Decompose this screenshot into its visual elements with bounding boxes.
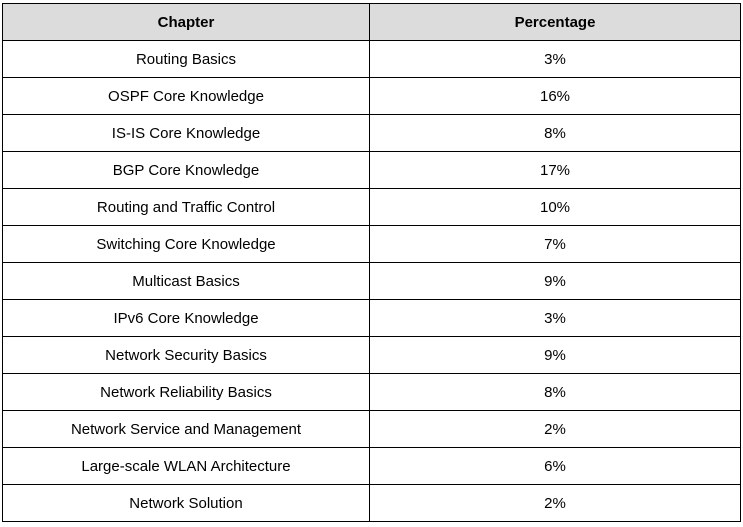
header-row: Chapter Percentage [2,3,741,41]
header-percentage: Percentage [369,3,741,41]
chapter-cell: BGP Core Knowledge [2,151,370,189]
table-header: Chapter Percentage [2,3,741,41]
table-row: IS-IS Core Knowledge 8% [2,114,741,152]
table-row: Network Reliability Basics 8% [2,373,741,411]
table-row: Network Security Basics 9% [2,336,741,374]
chapter-cell: Network Service and Management [2,410,370,448]
chapter-cell: Switching Core Knowledge [2,225,370,263]
percentage-cell: 17% [369,151,741,189]
table-row: Network Service and Management 2% [2,410,741,448]
chapter-cell: Network Reliability Basics [2,373,370,411]
percentage-cell: 6% [369,447,741,485]
table-row: Routing and Traffic Control 10% [2,188,741,226]
chapter-cell: Routing Basics [2,40,370,78]
percentage-cell: 9% [369,262,741,300]
percentage-cell: 3% [369,299,741,337]
table-row: Network Solution 2% [2,484,741,522]
header-chapter: Chapter [2,3,370,41]
chapter-percentage-table: Chapter Percentage Routing Basics 3% OSP… [2,3,741,522]
chapter-cell: OSPF Core Knowledge [2,77,370,115]
percentage-cell: 2% [369,484,741,522]
percentage-cell: 2% [369,410,741,448]
percentage-cell: 10% [369,188,741,226]
percentage-cell: 8% [369,373,741,411]
chapter-cell: Large-scale WLAN Architecture [2,447,370,485]
percentage-cell: 8% [369,114,741,152]
table-row: BGP Core Knowledge 17% [2,151,741,189]
percentage-cell: 3% [369,40,741,78]
chapter-cell: IPv6 Core Knowledge [2,299,370,337]
table-row: Large-scale WLAN Architecture 6% [2,447,741,485]
chapter-cell: Network Security Basics [2,336,370,374]
chapter-cell: IS-IS Core Knowledge [2,114,370,152]
chapter-cell: Network Solution [2,484,370,522]
table-row: Multicast Basics 9% [2,262,741,300]
table-row: Routing Basics 3% [2,40,741,78]
table-body: Routing Basics 3% OSPF Core Knowledge 16… [2,40,741,522]
percentage-cell: 16% [369,77,741,115]
percentage-cell: 7% [369,225,741,263]
chapter-cell: Multicast Basics [2,262,370,300]
percentage-cell: 9% [369,336,741,374]
table-row: OSPF Core Knowledge 16% [2,77,741,115]
table-row: IPv6 Core Knowledge 3% [2,299,741,337]
table-row: Switching Core Knowledge 7% [2,225,741,263]
chapter-cell: Routing and Traffic Control [2,188,370,226]
